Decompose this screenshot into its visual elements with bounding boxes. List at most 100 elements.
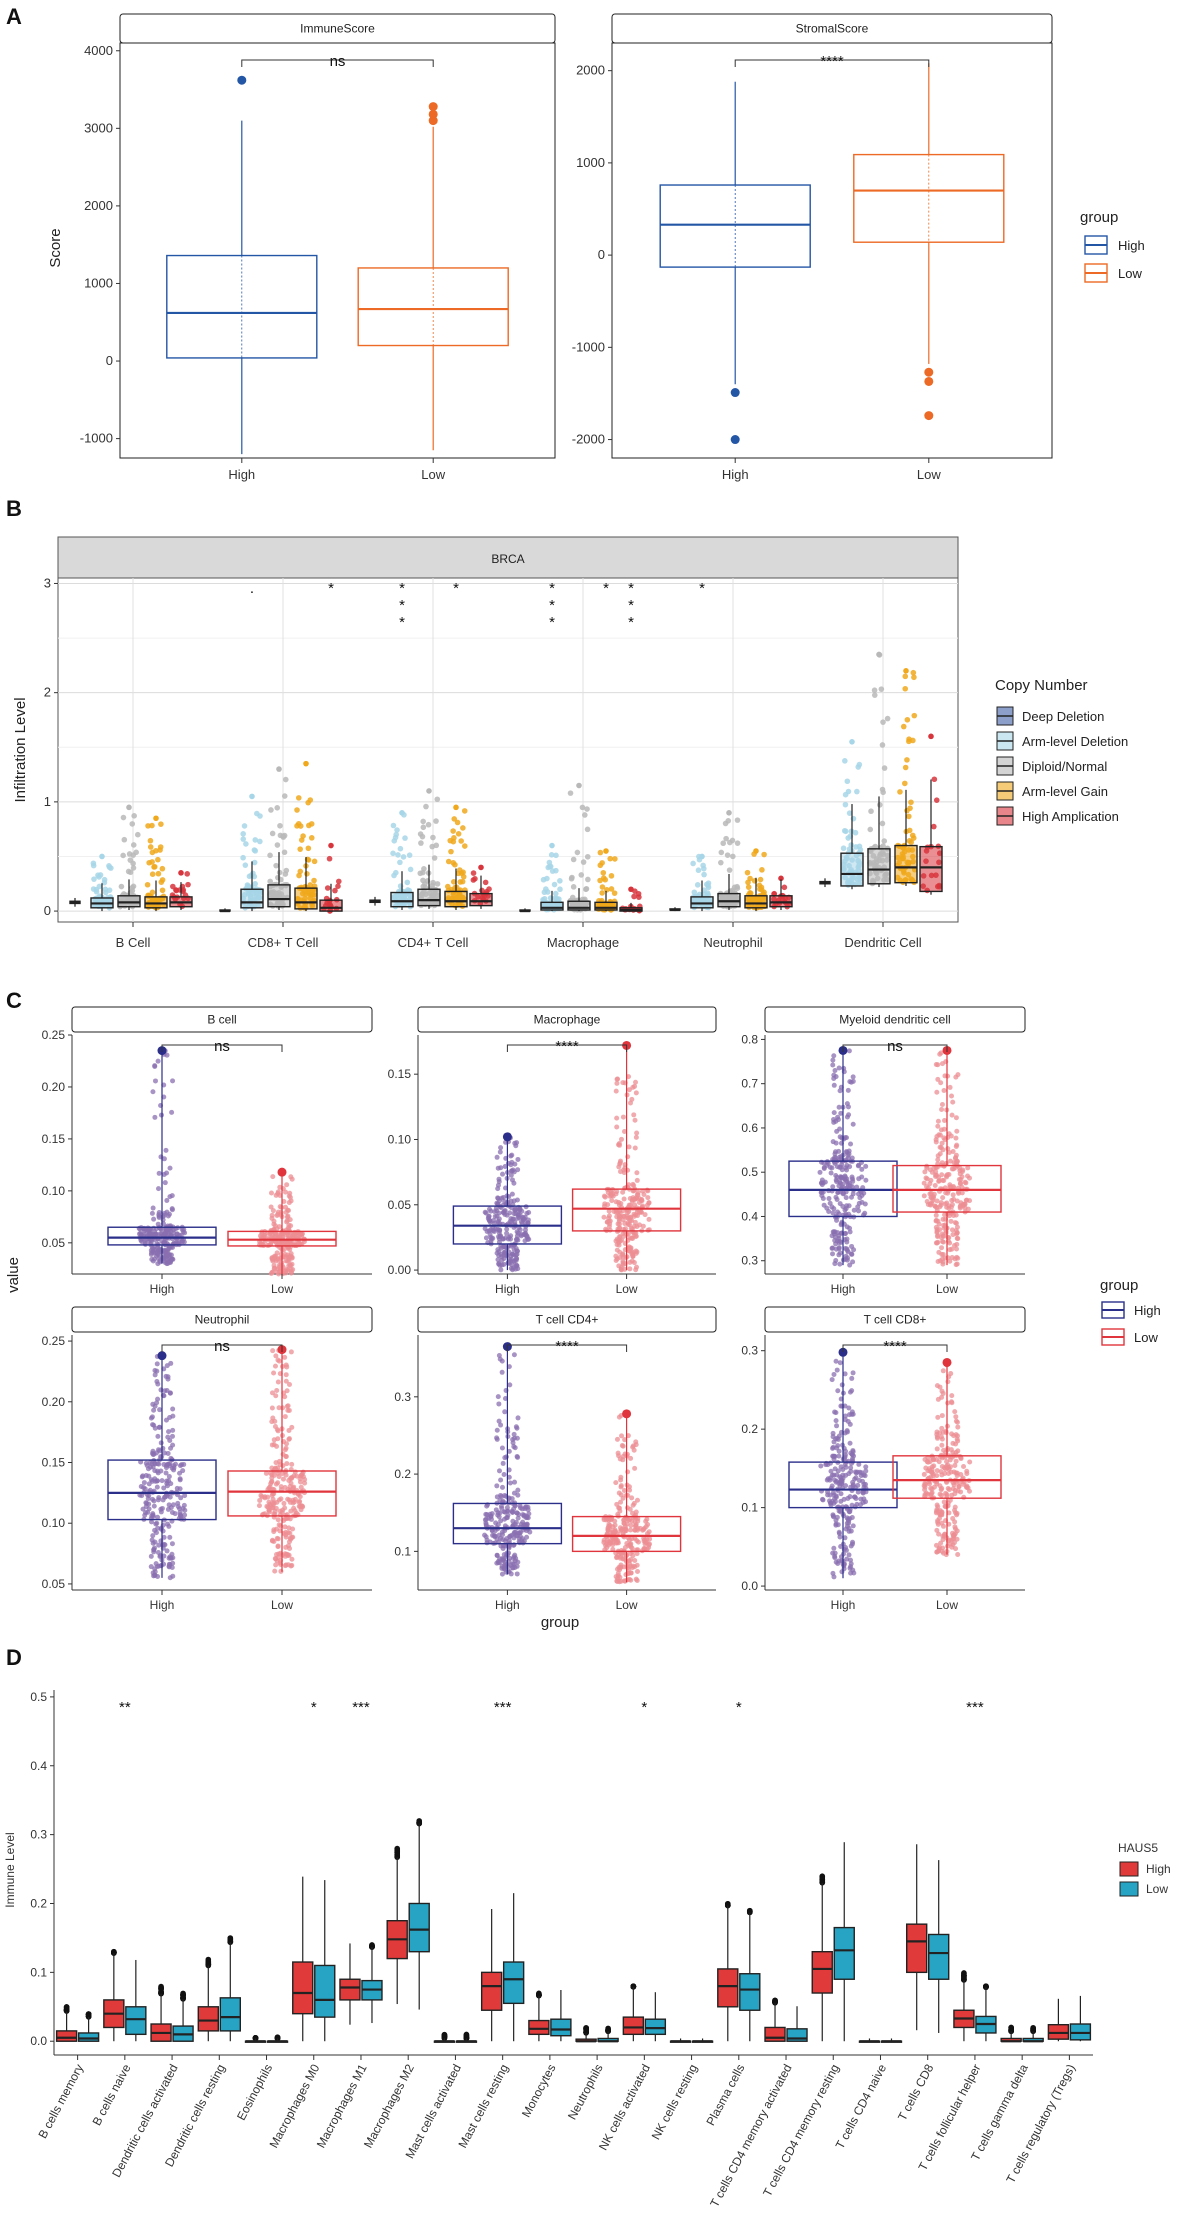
- panel-b-point: [129, 821, 136, 827]
- panel-c-point: [939, 1106, 945, 1112]
- panel-c-point: [830, 1251, 836, 1257]
- panel-c-point: [953, 1115, 959, 1121]
- panel-c-point: [283, 1270, 289, 1276]
- panel-b-point: [608, 886, 615, 892]
- panel-c-point: [954, 1512, 960, 1518]
- panel-c-point: [496, 1468, 502, 1474]
- panel-c-point: [152, 1063, 158, 1069]
- panel-c-point: [621, 1128, 627, 1134]
- panel-c-point: [613, 1191, 619, 1197]
- panel-c-high-box: [788, 1461, 898, 1509]
- panel-c-point: [483, 1210, 489, 1216]
- panel-b-point: [149, 871, 156, 877]
- panel-b-point: [426, 788, 432, 794]
- panel-b-point: [854, 788, 860, 795]
- panel-b-box-box: [444, 890, 468, 908]
- panel-b-point: [541, 895, 548, 902]
- panel-c-point: [151, 1451, 157, 1457]
- panel-b-strip-title: BRCA: [491, 552, 524, 566]
- panel-c-point: [857, 1195, 863, 1201]
- panel-c-point: [942, 1212, 948, 1218]
- panel-c-point: [935, 1123, 941, 1129]
- panel-b-tick-label: 2: [44, 685, 51, 700]
- panel-c-point: [517, 1212, 523, 1218]
- panel-c-point: [830, 1512, 836, 1518]
- panel-b-point: [876, 651, 882, 658]
- panel-c-point: [283, 1445, 289, 1451]
- panel-b-point: [249, 793, 255, 800]
- panel-c-point: [630, 1443, 636, 1449]
- panel-c-point: [945, 1134, 951, 1140]
- panel-b-point: [130, 842, 137, 848]
- panel-c-point: [848, 1528, 854, 1534]
- panel-c-point: [152, 1372, 158, 1378]
- panel-c-point: [156, 1170, 162, 1176]
- panel-c-point: [482, 1226, 488, 1232]
- panel-c-point: [625, 1469, 631, 1475]
- panel-c-point: [169, 1565, 175, 1571]
- panel-c-point: [268, 1190, 274, 1196]
- panel-c-point: [845, 1104, 851, 1110]
- panel-c-point: [627, 1506, 633, 1512]
- panel-c-point: [629, 1495, 635, 1501]
- panel-c-facet-strip: [71, 1006, 373, 1033]
- panel-c-point: [150, 1248, 156, 1254]
- panel-c-point: [615, 1450, 621, 1456]
- panel-c-point: [170, 1078, 176, 1084]
- panel-c-point: [616, 1242, 622, 1248]
- panel-c-point: [620, 1189, 626, 1195]
- panel-c-point: [832, 1237, 838, 1243]
- panel-c-point: [950, 1440, 956, 1446]
- panel-b-point: [584, 853, 591, 860]
- panel-c-point: [618, 1492, 624, 1498]
- panel-a-tick-label: 0: [106, 353, 113, 368]
- panel-b-point: [118, 883, 125, 890]
- panel-c-point: [945, 1400, 951, 1406]
- panel-b-point: [240, 836, 247, 842]
- panel-b-sig-mark: *: [699, 580, 705, 597]
- panel-c-point: [486, 1228, 492, 1234]
- panel-c-point: [834, 1423, 840, 1429]
- panel-c-point: [631, 1112, 637, 1118]
- panel-c-point: [275, 1517, 281, 1523]
- panel-c-point: [269, 1215, 275, 1221]
- panel-c-point: [272, 1363, 278, 1369]
- panel-b-point: [461, 843, 468, 849]
- panel-b-plot-frame: [57, 577, 959, 923]
- panel-c-point: [270, 1415, 276, 1421]
- panel-c-point: [846, 1552, 852, 1558]
- panel-c-point: [278, 1568, 284, 1574]
- panel-b-point: [433, 842, 440, 849]
- panel-c-point: [158, 1525, 164, 1531]
- panel-c-point: [495, 1257, 501, 1263]
- panel-c-tick-label: 0.1: [394, 1544, 411, 1558]
- panel-b-point: [445, 858, 452, 865]
- panel-b-point: [628, 886, 634, 893]
- panel-c-point: [494, 1213, 500, 1219]
- panel-c-point: [645, 1195, 651, 1201]
- panel-b-legend-title: Copy Number: [995, 677, 1088, 694]
- panel-c-point: [850, 1259, 856, 1265]
- panel-c-point: [837, 1088, 843, 1094]
- panel-c-point: [509, 1267, 515, 1273]
- panel-c-point: [283, 1534, 289, 1540]
- panel-c-point: [514, 1262, 520, 1268]
- panel-b-point: [841, 827, 848, 834]
- panel-b-point: [720, 840, 727, 847]
- panel-c-tick-label: 0.15: [388, 1067, 412, 1081]
- panel-c-point: [149, 1414, 155, 1420]
- panel-d-x-tick-label: B cells memory: [35, 2062, 86, 2141]
- panel-b-point: [404, 879, 411, 886]
- panel-c-tick-label: 0.2: [394, 1467, 411, 1481]
- panel-b-sig-mark: *: [399, 614, 405, 631]
- panel-c-point: [850, 1523, 856, 1529]
- panel-b-point: [106, 864, 113, 871]
- panel-c-point: [948, 1218, 954, 1224]
- panel-c-x-tick-label: Low: [271, 1282, 293, 1296]
- panel-b-point: [761, 851, 767, 858]
- panel-d-tick-label: 0.2: [30, 1896, 47, 1910]
- panel-b-point: [155, 870, 162, 877]
- panel-c-point: [633, 1079, 639, 1085]
- panel-b-point: [699, 853, 705, 860]
- panel-c-point: [850, 1074, 856, 1080]
